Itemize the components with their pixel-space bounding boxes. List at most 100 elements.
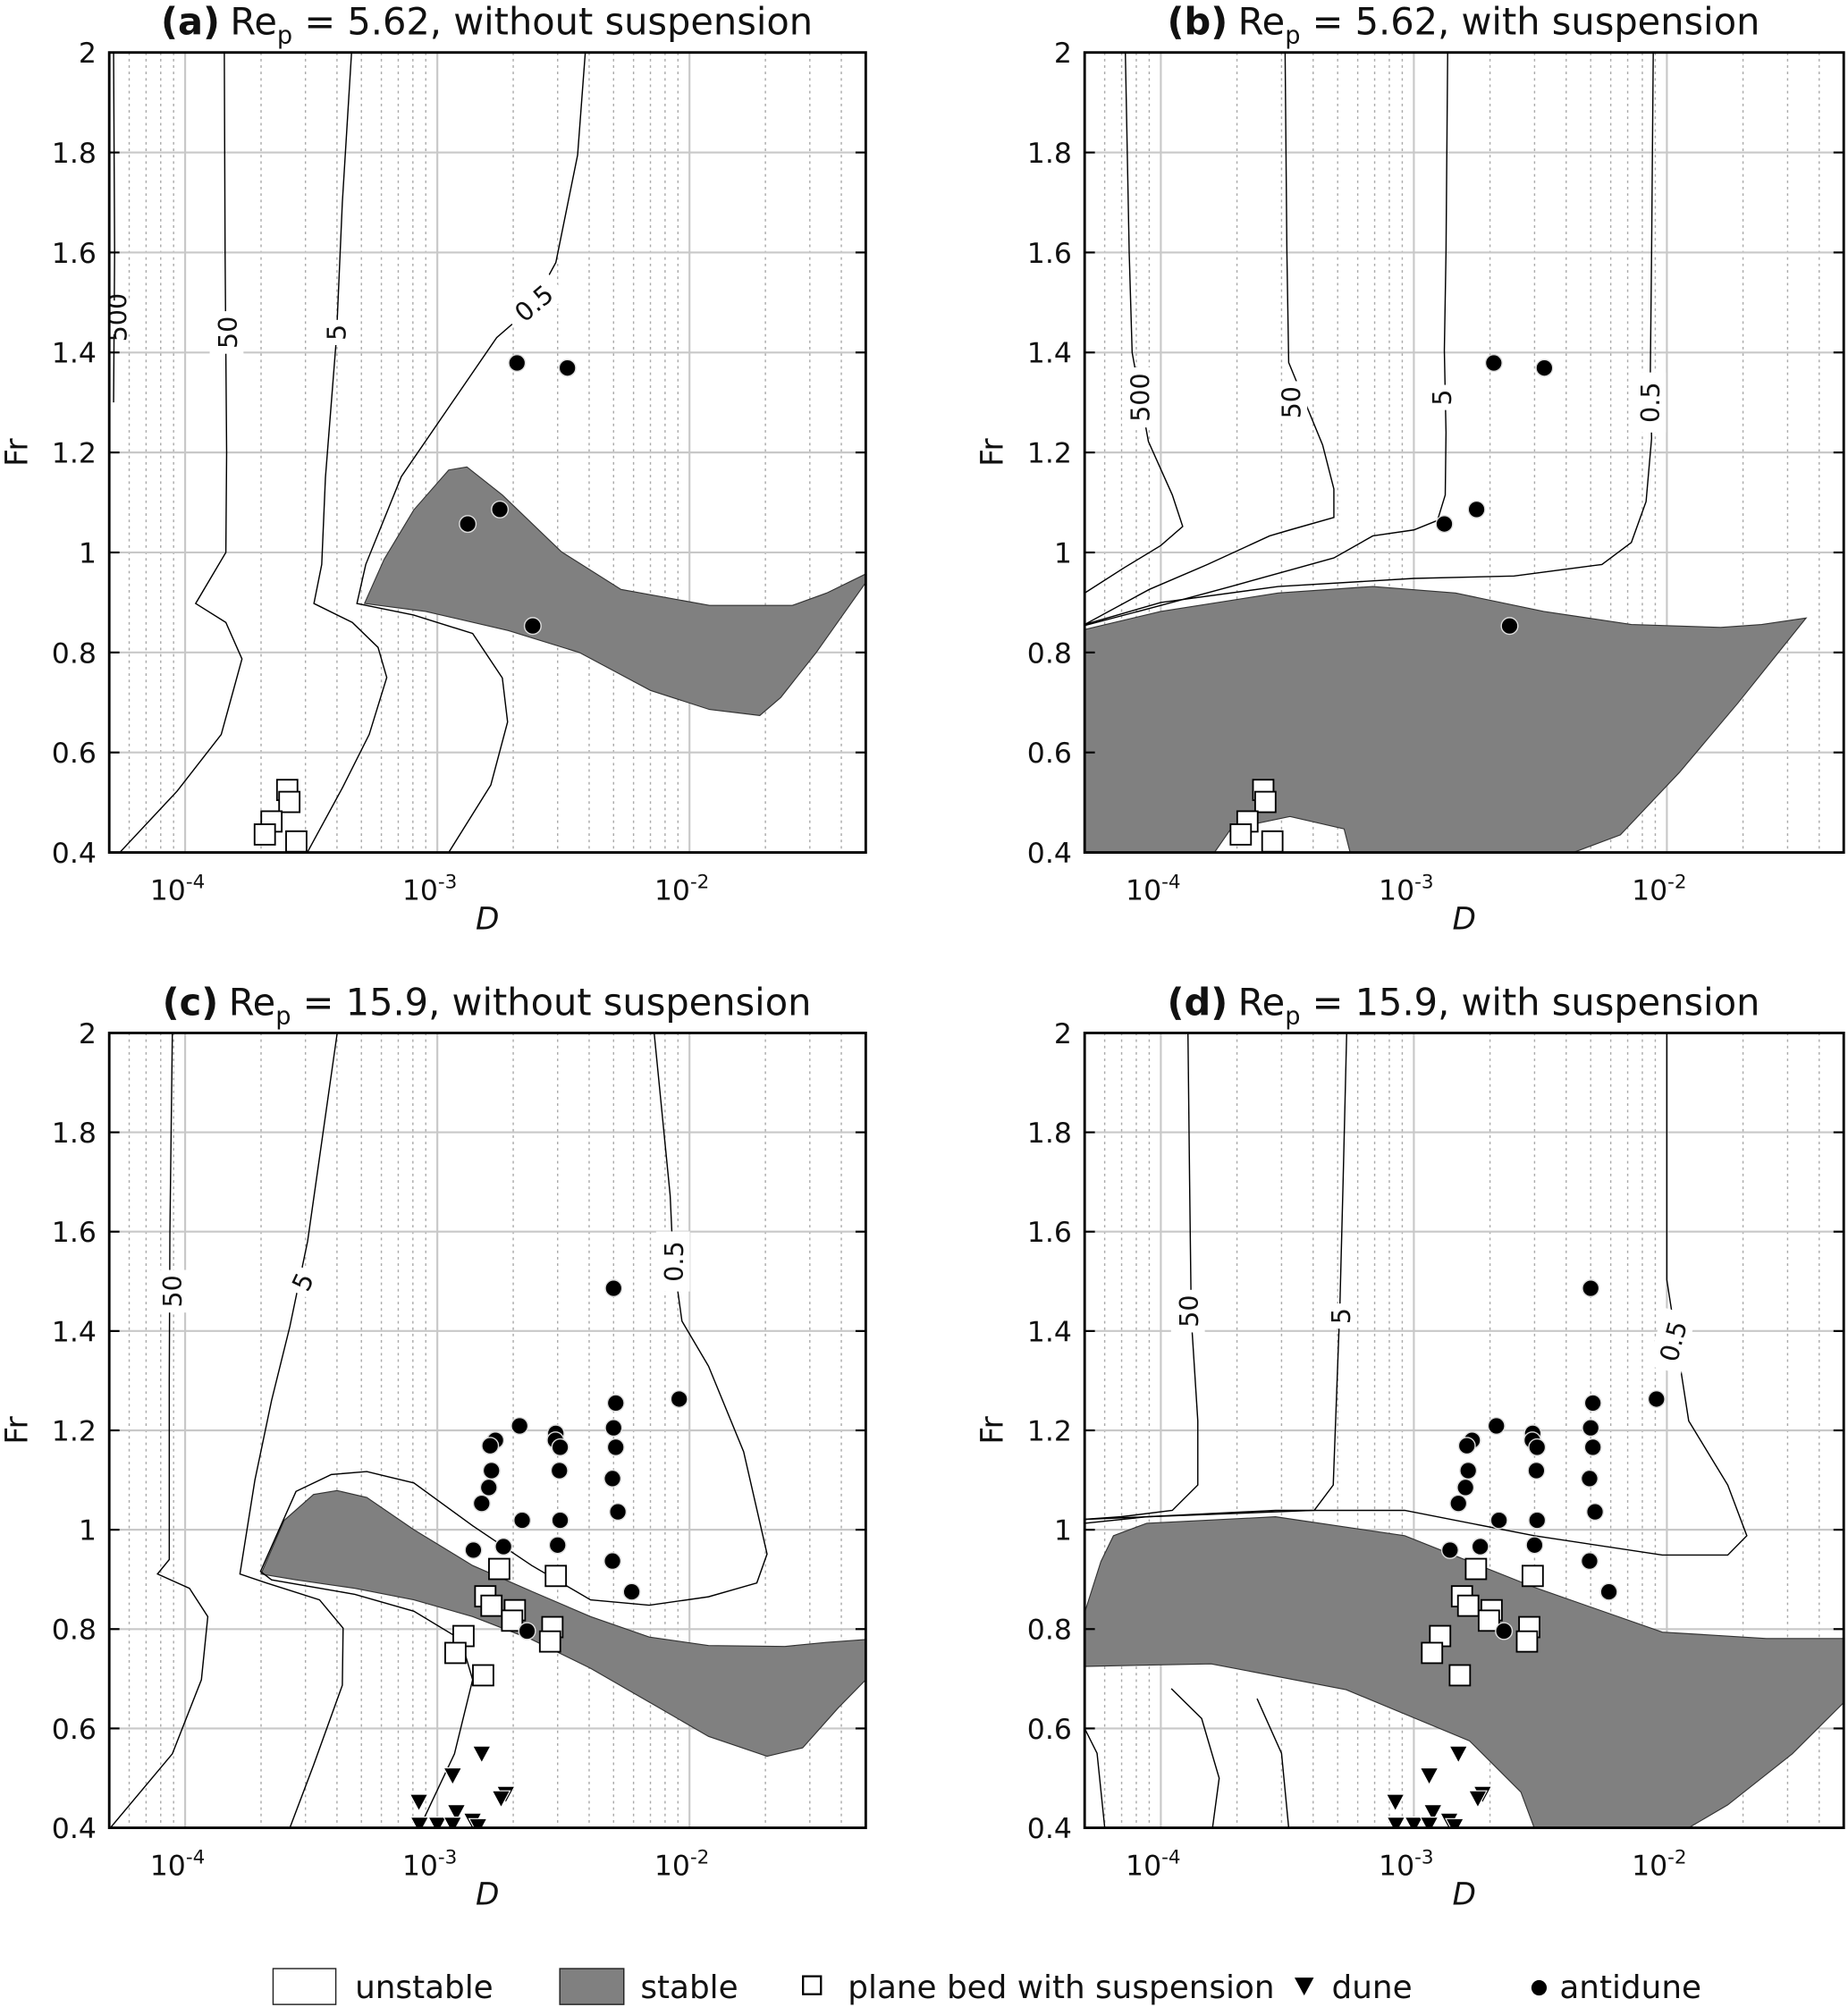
antidune-marker (459, 515, 477, 534)
antidune-marker (604, 1419, 623, 1438)
plane-bed-marker (1464, 1557, 1488, 1581)
contour-label-group: 5 (1322, 1303, 1357, 1329)
antidune-marker (609, 1503, 628, 1522)
antidune-marker (558, 358, 577, 377)
contour-label-bg (499, 270, 568, 335)
plane-bed-marker (1261, 830, 1284, 853)
dune-marker (409, 1817, 430, 1828)
plane-bed-marker (1456, 1594, 1480, 1617)
x-tick-label: 10-4 (1126, 872, 1180, 907)
x-tick-label: 10-4 (150, 1847, 205, 1883)
contour-label: 50 (157, 1275, 188, 1307)
dune-marker (1404, 1817, 1424, 1828)
plane-bed-marker (488, 1557, 511, 1581)
x-axis-label: D (1452, 1876, 1475, 1912)
y-tick-label: 1.4 (52, 338, 97, 370)
antidune-marker (1535, 358, 1554, 377)
contour-label-bg (655, 1231, 690, 1292)
contour-label-group: 500 (109, 293, 133, 342)
plane-bed-marker (278, 790, 301, 814)
x-tick-label: 10-4 (150, 872, 205, 907)
y-tick-label: 1.6 (1027, 1217, 1072, 1249)
x-tick-label: 10-2 (1632, 872, 1686, 907)
antidune-marker (603, 1469, 622, 1488)
contour-label-group: 5 (1423, 384, 1458, 410)
x-tick-base: 10 (1126, 875, 1161, 907)
title-variable: Re (230, 0, 277, 44)
x-tick-label: 10-2 (1632, 1847, 1686, 1883)
antidune-marker (472, 1494, 491, 1513)
contour-label-bg (1122, 367, 1156, 428)
antidune-marker (1580, 1469, 1599, 1488)
y-axis-label: Fr (975, 438, 1011, 467)
plane-bed-marker (1229, 823, 1253, 846)
x-tick-exponent: -4 (186, 1847, 205, 1869)
contour-line-0.5 (259, 1033, 768, 1828)
x-tick-label: 10-4 (1126, 1847, 1180, 1883)
y-tick-label: 1.6 (1027, 238, 1072, 270)
antidune-marker (1457, 1437, 1476, 1455)
contour-label-bg (1322, 1303, 1357, 1329)
contour-line-0.5 (1084, 1033, 1748, 1556)
legend-stable-label: stable (640, 1969, 738, 2006)
contour-label-bg (1648, 1307, 1697, 1375)
antidune-marker (482, 1461, 501, 1480)
antidune-marker (481, 1437, 500, 1455)
y-tick-label: 0.8 (1027, 1615, 1072, 1647)
contour-label-bg (154, 1269, 189, 1313)
antidune-marker (1467, 500, 1486, 519)
antidune-marker (1495, 1622, 1514, 1640)
contour-label-bg (1423, 384, 1458, 410)
plane-bed-marker (501, 1609, 524, 1632)
antidune-marker (1525, 1536, 1544, 1555)
y-tick-label: 1 (1054, 1515, 1072, 1547)
y-tick-label: 1.8 (1027, 1117, 1072, 1150)
contour-label-group: 50 (1170, 1289, 1205, 1333)
x-tick-base: 10 (1379, 875, 1414, 907)
contour-label: 5 (1326, 1308, 1356, 1324)
antidune-marker (1449, 1494, 1468, 1513)
x-tick-label: 10-2 (654, 1847, 709, 1883)
y-tick-label: 0.4 (1027, 1813, 1072, 1845)
y-tick-label: 2 (79, 38, 97, 70)
y-tick-label: 1.4 (1027, 338, 1072, 370)
title-subscript: p (277, 22, 292, 50)
x-tick-base: 10 (1632, 875, 1667, 907)
antidune-marker (1582, 1419, 1600, 1438)
contour-line-5 (307, 52, 388, 853)
dune-marker (446, 1804, 467, 1823)
contour-label-bg (209, 311, 244, 354)
plot-area: 50 5 0.5 (109, 1033, 866, 1828)
y-tick-label: 1.2 (52, 438, 97, 470)
contour-line-50 (1084, 52, 1335, 626)
y-tick-label: 0.4 (52, 838, 97, 870)
x-tick-base: 10 (150, 875, 186, 907)
x-axis-label: D (476, 1876, 499, 1912)
panel-label: (b) (1168, 0, 1228, 44)
y-tick-label: 0.6 (52, 738, 97, 770)
x-tick-exponent: -2 (690, 872, 709, 894)
legend-plane-bed-label: plane bed with suspension (848, 1969, 1274, 2006)
x-tick-base: 10 (654, 1851, 690, 1883)
y-tick-label: 1.8 (1027, 138, 1072, 170)
x-tick-label: 10-3 (1379, 872, 1433, 907)
title-rest: = 15.9, with suspension (1300, 980, 1759, 1024)
antidune-marker (1484, 353, 1503, 373)
y-tick-label: 1.8 (52, 138, 97, 170)
antidune-marker (1471, 1538, 1489, 1556)
dune-marker (443, 1767, 463, 1786)
contour-line-unlabeled (1170, 1688, 1220, 1828)
dune-marker (471, 1745, 492, 1764)
dune-marker (409, 1793, 429, 1812)
x-tick-exponent: -3 (438, 872, 457, 894)
antidune-marker (550, 1461, 569, 1480)
y-tick-label: 0.6 (1027, 1714, 1072, 1746)
x-tick-exponent: -2 (1667, 1847, 1686, 1869)
y-tick-label: 1.4 (1027, 1316, 1072, 1348)
antidune-marker (1580, 1552, 1599, 1571)
antidune-marker (1528, 1511, 1547, 1530)
